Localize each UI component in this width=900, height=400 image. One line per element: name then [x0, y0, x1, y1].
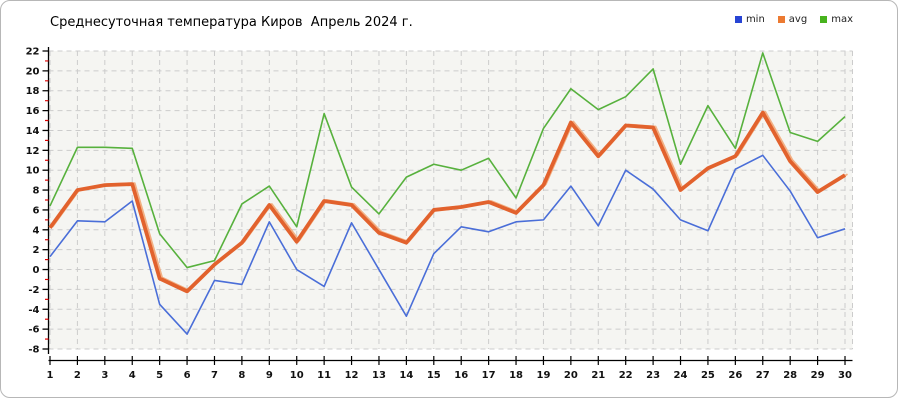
x-axis: 1 2 3 4 5 6 7 8 9 10 11 12 13 14 15 16 17 18 19 20 21 22 23 24 2…	[47, 356, 853, 381]
x-tick-label: 6	[184, 370, 191, 381]
x-tick-label: 26	[728, 370, 742, 381]
y-tick-label: -2	[28, 285, 39, 296]
legend-label-avg: avg	[788, 14, 808, 25]
y-tick-label: 12	[26, 146, 40, 157]
y-tick-label: 14	[26, 126, 40, 137]
x-tick-label: 4	[129, 370, 136, 381]
chart-title: Среднесуточная температура Киров Апрель …	[50, 15, 413, 30]
avg-temperature-line[interactable]	[48, 110, 847, 294]
y-tick-label: 10	[26, 166, 40, 177]
x-tick-label: 27	[756, 370, 770, 381]
avg-series-swatch-icon	[777, 16, 785, 23]
x-tick-label: 24	[674, 370, 688, 381]
y-tick-label: 2	[33, 245, 40, 256]
x-tick-label: 3	[101, 370, 108, 381]
y-tick-label: 22	[26, 47, 40, 58]
y-tick-label: 8	[33, 186, 40, 197]
x-tick-label: 13	[372, 370, 386, 381]
x-tick-label: 11	[317, 370, 331, 381]
y-tick-label: -4	[28, 305, 39, 316]
x-tick-label: 20	[564, 370, 578, 381]
x-tick-label: 19	[536, 370, 550, 381]
y-axis: -8 -6 -4 -2 0 2 4 6 8 10 12 14 16 18 20 22	[26, 47, 50, 356]
y-tick-label: 20	[26, 66, 40, 77]
y-tick-label: -8	[28, 345, 39, 356]
max-temperature-line[interactable]	[49, 52, 846, 269]
y-tick-label: 4	[33, 225, 40, 236]
x-tick-label: 17	[482, 370, 496, 381]
x-tick-label: 15	[427, 370, 441, 381]
legend-item-avg[interactable]: avg	[777, 14, 808, 25]
legend-item-min[interactable]: min	[734, 14, 765, 25]
x-tick-label: 21	[591, 370, 605, 381]
x-tick-label: 14	[399, 370, 413, 381]
x-tick-label: 12	[345, 370, 359, 381]
y-tick-label: 0	[33, 265, 40, 276]
x-tick-label: 22	[619, 370, 633, 381]
y-tick-label: -6	[28, 325, 39, 336]
x-tick-label: 10	[290, 370, 304, 381]
x-tick-label: 9	[266, 370, 273, 381]
x-tick-label: 18	[509, 370, 523, 381]
x-tick-label: 2	[74, 370, 81, 381]
plot-area	[48, 51, 853, 349]
x-tick-label: 25	[701, 370, 715, 381]
min-temperature-line[interactable]	[49, 154, 846, 335]
y-tick-label: 18	[26, 86, 40, 97]
x-tick-label: 8	[238, 370, 245, 381]
y-tick-label: 16	[26, 106, 40, 117]
x-tick-label: 30	[838, 370, 852, 381]
legend-item-max[interactable]: max	[820, 14, 853, 25]
x-tick-label: 5	[156, 370, 163, 381]
x-tick-label: 28	[783, 370, 797, 381]
x-tick-label: 29	[811, 370, 825, 381]
legend-label-max: max	[831, 14, 853, 25]
x-tick-label: 16	[454, 370, 468, 381]
y-tick-label: 6	[33, 205, 40, 216]
x-tick-label: 23	[646, 370, 660, 381]
legend-label-min: min	[745, 14, 765, 25]
max-series-swatch-icon	[820, 16, 828, 23]
min-series-swatch-icon	[734, 16, 742, 23]
x-tick-label: 1	[47, 370, 54, 381]
legend: min avg max	[734, 14, 853, 25]
x-tick-label: 7	[211, 370, 218, 381]
